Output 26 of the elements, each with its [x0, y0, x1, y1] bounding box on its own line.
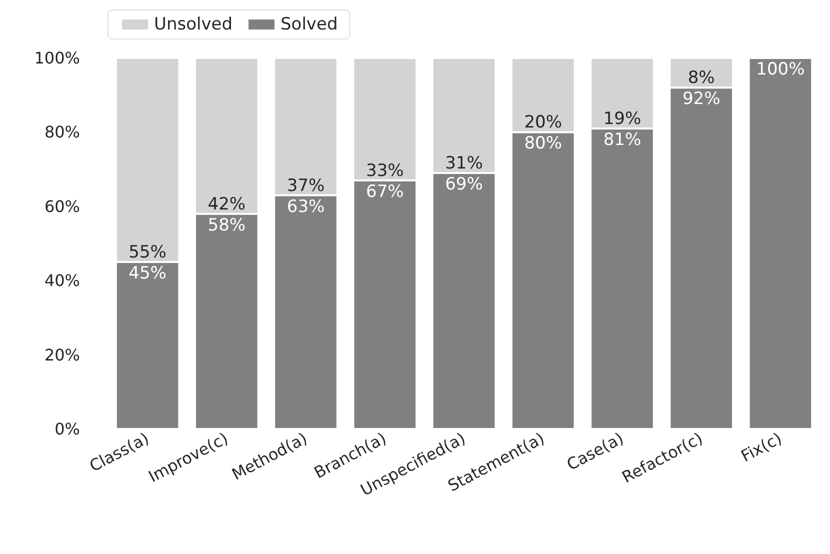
- y-tick-label: 80%: [44, 122, 80, 142]
- data-label: 37%: [286, 176, 325, 196]
- data-label: 92%: [682, 89, 720, 110]
- data-label: 33%: [366, 160, 404, 181]
- data-label: 8%: [688, 68, 715, 88]
- y-tick-label: 100%: [34, 48, 80, 68]
- data-label: 20%: [524, 112, 562, 133]
- legend-label: Unsolved: [154, 14, 233, 34]
- bar: [748, 58, 812, 429]
- data-label: 63%: [286, 196, 325, 217]
- data-label: 69%: [445, 174, 483, 195]
- data-label: 81%: [603, 130, 642, 150]
- y-tick-label: 0%: [54, 420, 80, 438]
- data-label: 45%: [128, 264, 166, 284]
- data-label: 100%: [756, 60, 805, 80]
- data-label: 55%: [128, 242, 166, 263]
- data-label: 42%: [208, 194, 246, 214]
- y-tick-label: 40%: [44, 271, 80, 290]
- data-label: 31%: [445, 154, 483, 174]
- y-tick-label: 60%: [44, 196, 80, 216]
- data-label: 80%: [524, 134, 562, 154]
- legend-label: Solved: [280, 14, 338, 34]
- data-label: 67%: [366, 182, 404, 202]
- y-tick-label: 20%: [44, 345, 80, 364]
- data-label: 58%: [208, 215, 246, 236]
- data-label: 19%: [603, 108, 642, 129]
